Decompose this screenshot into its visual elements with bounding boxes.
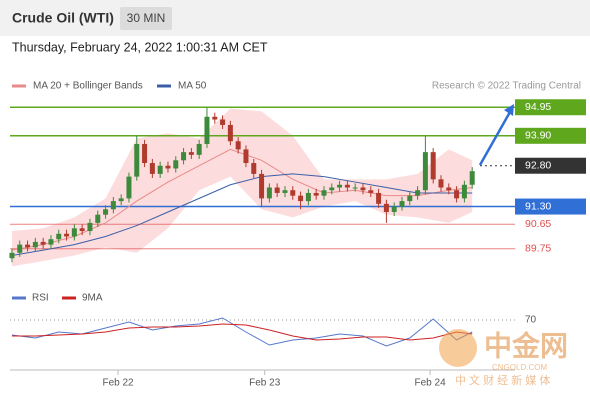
- candle-body: [188, 152, 194, 155]
- candle-body: [251, 163, 257, 174]
- candle-body: [103, 209, 109, 215]
- candle-body: [266, 187, 272, 199]
- candle-body: [344, 184, 350, 188]
- candle-body: [321, 190, 327, 196]
- candle-body: [461, 184, 467, 199]
- credit: Research © 2022 Trading Central: [432, 81, 581, 92]
- timeframe: 30 MIN: [127, 11, 166, 25]
- candle-body: [235, 141, 241, 150]
- candle-body: [40, 241, 46, 245]
- watermark-site: CNGOLD.COM: [492, 363, 547, 372]
- timeframe-badge[interactable]: [120, 7, 172, 30]
- candle-body: [17, 244, 23, 253]
- moving-average: [11, 173, 473, 257]
- candle-body: [399, 201, 405, 207]
- legend-label: MA 50: [178, 81, 207, 92]
- watermark-logo: [439, 329, 477, 367]
- candle-body: [204, 116, 210, 144]
- forecast-arrow: [478, 111, 512, 166]
- level-label: 92.80: [525, 160, 551, 172]
- level-label-box: [515, 127, 586, 144]
- legend-label: MA 20 + Bollinger Bands: [33, 81, 143, 92]
- candle-body: [196, 143, 202, 155]
- candle-body: [212, 116, 218, 120]
- watermark: 中金网 CNGOLD.COM 中 文 财 经 新 媒 体: [439, 329, 568, 387]
- candle-body: [290, 190, 296, 196]
- candle-body: [259, 173, 265, 199]
- candle-body: [64, 233, 70, 237]
- candle-body: [181, 152, 187, 161]
- bollinger-band: [11, 108, 473, 267]
- candle-body: [9, 252, 15, 259]
- candle-body: [110, 201, 116, 210]
- level-label: 94.95: [525, 101, 551, 113]
- candle-body: [454, 190, 460, 199]
- candle-body: [243, 149, 249, 164]
- candle-body: [430, 152, 436, 180]
- forecast-arrowhead: [504, 104, 514, 116]
- candle-body: [227, 124, 233, 142]
- level-label-box: [515, 157, 586, 174]
- legend-label: 9MA: [82, 293, 103, 304]
- candle-body: [383, 203, 389, 212]
- candle-body: [329, 187, 335, 191]
- candle-body: [71, 228, 77, 237]
- candle-body: [220, 119, 226, 125]
- candle-body: [313, 192, 319, 196]
- candle-body: [165, 165, 171, 169]
- y-tick-label: 70: [525, 315, 537, 326]
- indicator-line: [11, 317, 473, 347]
- level-label-box: [515, 99, 586, 116]
- candle-body: [25, 244, 31, 248]
- candle-body: [415, 190, 421, 196]
- candle-body: [282, 190, 288, 193]
- candle-body: [438, 179, 444, 188]
- candle-body: [305, 192, 311, 202]
- candle-body: [134, 143, 140, 177]
- candle-body: [56, 233, 62, 240]
- candle-body: [376, 192, 382, 204]
- x-tick-label: Feb 24: [415, 378, 447, 389]
- level-label: 89.75: [525, 242, 551, 254]
- candle-body: [48, 239, 54, 245]
- candle-body: [142, 143, 148, 164]
- candle-body: [157, 165, 163, 174]
- candle-body: [274, 187, 280, 193]
- indicator-line: [11, 323, 473, 341]
- watermark-brand: 中金网: [484, 329, 568, 361]
- candle-body: [446, 187, 452, 191]
- x-tick-label: Feb 23: [249, 378, 281, 389]
- candle-body: [337, 184, 343, 188]
- candle-body: [126, 176, 132, 199]
- legend-label: RSI: [32, 293, 49, 304]
- level-label-box: [515, 198, 586, 215]
- candle-body: [360, 187, 366, 191]
- candle-body: [118, 198, 124, 202]
- candle-body: [79, 228, 85, 232]
- header-bar: [0, 0, 590, 36]
- x-tick-label: Feb 22: [102, 378, 134, 389]
- candle-body: [352, 187, 358, 189]
- candle-body: [407, 195, 413, 202]
- candle-body: [95, 214, 101, 223]
- level-label: 90.65: [525, 218, 551, 230]
- candle-body: [368, 190, 374, 193]
- candle-body: [298, 195, 304, 202]
- watermark-slogan: 中 文 财 经 新 媒 体: [455, 373, 550, 387]
- instrument-title: Crude Oil (WTI): [12, 10, 114, 26]
- candle-body: [173, 160, 179, 169]
- candle-body: [469, 171, 475, 185]
- timestamp: Thursday, February 24, 2022 1:00:31 AM C…: [12, 40, 268, 54]
- candle-body: [391, 206, 397, 212]
- candle-body: [32, 241, 38, 248]
- level-label: 91.30: [525, 200, 551, 212]
- candle-body: [87, 222, 93, 232]
- candle-body: [422, 152, 428, 191]
- level-label: 93.90: [525, 130, 551, 142]
- candle-body: [149, 163, 155, 174]
